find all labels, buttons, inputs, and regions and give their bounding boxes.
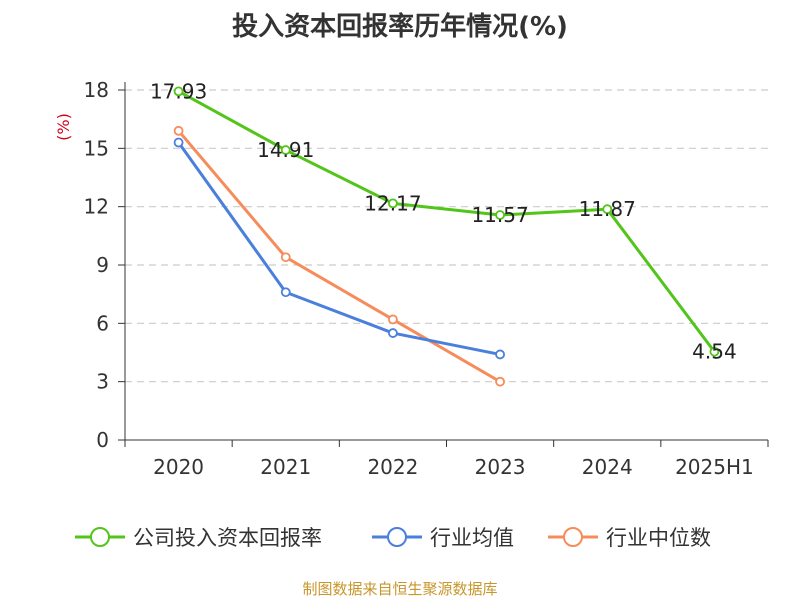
data-point [602, 204, 613, 215]
y-tick-label: 0 [96, 428, 109, 452]
y-tick-label: 15 [84, 136, 109, 160]
legend-label: 行业中位数 [606, 526, 711, 550]
y-tick-label: 18 [84, 78, 109, 102]
legend-label: 公司投入资本回报率 [133, 526, 322, 550]
data-label: 14.91 [257, 138, 314, 162]
data-point [495, 349, 505, 360]
y-tick-label: 6 [96, 311, 109, 335]
series-line [177, 129, 501, 383]
x-tick-label: 2025H1 [675, 455, 754, 479]
data-point [388, 314, 398, 325]
data-point [280, 252, 291, 263]
data-label: 12.17 [364, 191, 421, 215]
x-tick-label: 2024 [582, 455, 633, 479]
data-label: 4.54 [692, 340, 737, 364]
legend-marker [387, 527, 407, 547]
y-tick-label: 12 [84, 195, 109, 219]
series-line [177, 141, 501, 356]
chart-title: 投入资本回报率历年情况(%) [232, 12, 568, 42]
data-point [280, 287, 291, 298]
y-tick-label: 9 [96, 253, 109, 277]
x-tick-label: 2021 [260, 455, 311, 479]
legend-marker [563, 527, 583, 547]
x-tick-label: 2020 [153, 455, 204, 479]
data-point [280, 145, 291, 155]
legend-label: 行业均值 [430, 526, 514, 550]
data-label: 11.57 [471, 203, 528, 227]
data-point [173, 86, 184, 97]
data-point [495, 376, 505, 387]
x-tick-label: 2022 [367, 455, 418, 479]
data-point [709, 346, 720, 357]
data-point [495, 210, 505, 220]
source-note: 制图数据来自恒生聚源数据库 [302, 580, 498, 598]
data-point [173, 125, 184, 136]
data-point [173, 137, 184, 148]
legend-marker [90, 527, 110, 547]
data-label: 11.87 [579, 197, 636, 221]
data-point [388, 328, 398, 338]
series-line [177, 90, 716, 353]
x-tick-label: 2023 [475, 455, 526, 479]
data-label: 17.93 [150, 79, 207, 103]
y-axis-label: (%) [54, 113, 73, 141]
y-tick-label: 3 [96, 370, 109, 394]
data-point [388, 198, 398, 209]
